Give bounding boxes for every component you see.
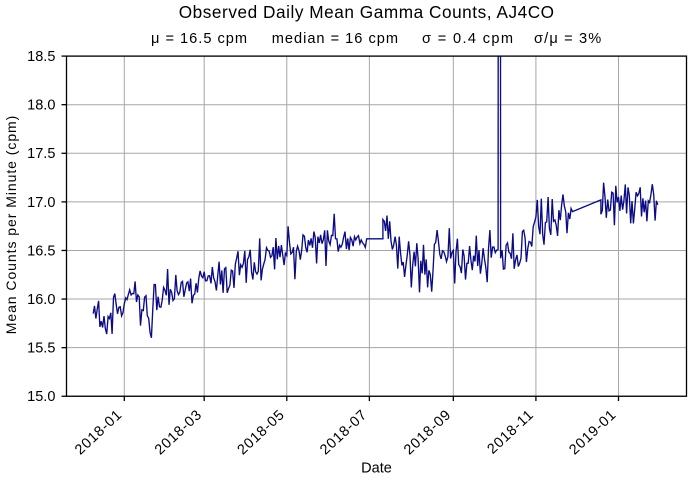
svg-text:18.5: 18.5 — [27, 49, 55, 65]
svg-text:2018-07: 2018-07 — [317, 407, 371, 458]
svg-text:16.0: 16.0 — [27, 292, 55, 308]
svg-text:Date: Date — [361, 461, 392, 477]
svg-text:σ/μ = 3%: σ/μ = 3% — [534, 31, 602, 47]
svg-text:16.5: 16.5 — [27, 243, 55, 259]
svg-text:μ = 16.5 cpm: μ = 16.5 cpm — [151, 31, 248, 47]
svg-text:2018-05: 2018-05 — [235, 407, 289, 458]
svg-text:2019-01: 2019-01 — [566, 407, 620, 458]
svg-text:15.5: 15.5 — [27, 341, 55, 357]
svg-text:median = 16 cpm: median = 16 cpm — [272, 31, 399, 47]
svg-text:18.0: 18.0 — [27, 98, 55, 114]
svg-text:2018-01: 2018-01 — [72, 407, 126, 458]
svg-text:Mean Counts per Minute (cpm): Mean Counts per Minute (cpm) — [3, 115, 19, 335]
svg-text:2018-11: 2018-11 — [484, 407, 537, 458]
svg-text:Observed Daily Mean Gamma Coun: Observed Daily Mean Gamma Counts, AJ4CO — [179, 2, 555, 22]
svg-text:17.5: 17.5 — [27, 146, 55, 162]
svg-text:17.0: 17.0 — [27, 195, 55, 211]
svg-text:15.0: 15.0 — [27, 389, 55, 405]
svg-text:σ = 0.4 cpm: σ = 0.4 cpm — [422, 31, 514, 47]
svg-text:2018-03: 2018-03 — [152, 407, 206, 458]
svg-text:2018-09: 2018-09 — [401, 407, 455, 458]
